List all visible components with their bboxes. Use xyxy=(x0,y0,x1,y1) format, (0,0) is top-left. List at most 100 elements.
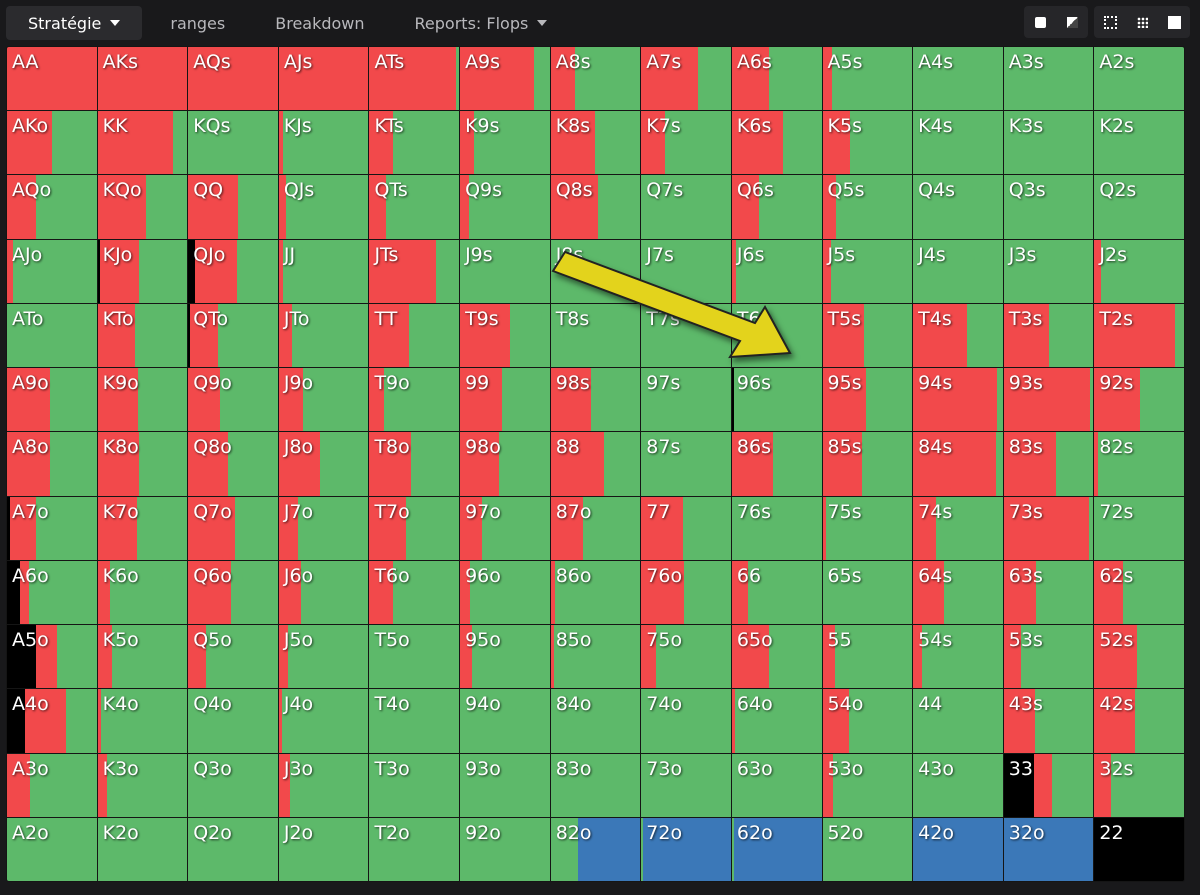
hand-cell[interactable]: Q6s xyxy=(731,175,822,239)
hand-cell[interactable]: Q5s xyxy=(822,175,913,239)
icon[interactable] xyxy=(1158,6,1190,38)
hand-cell[interactable]: K9s xyxy=(460,111,550,175)
hand-cell[interactable]: K7o xyxy=(97,496,188,560)
hand-cell[interactable]: 33 xyxy=(1003,753,1094,817)
hand-cell[interactable]: Q4o xyxy=(188,689,278,753)
hand-cell[interactable]: 84o xyxy=(550,689,641,753)
icon[interactable] xyxy=(1126,6,1158,38)
hand-cell[interactable]: J6o xyxy=(278,560,369,625)
hand-cell[interactable]: J7o xyxy=(278,496,369,560)
hand-cell[interactable]: T4s xyxy=(913,303,1003,368)
hand-cell[interactable]: 66 xyxy=(731,560,822,625)
hand-cell[interactable]: A8s xyxy=(550,47,641,111)
hand-cell[interactable]: 52s xyxy=(1094,625,1184,689)
hand-cell[interactable]: 74o xyxy=(641,689,731,753)
hand-cell[interactable]: A5s xyxy=(822,47,913,111)
hand-cell[interactable]: 96s xyxy=(731,368,822,432)
hand-cell[interactable]: QJs xyxy=(278,175,369,239)
hand-cell[interactable]: KTs xyxy=(369,111,460,175)
hand-cell[interactable]: 83o xyxy=(550,753,641,817)
hand-cell[interactable]: ATo xyxy=(7,303,97,368)
icon[interactable] xyxy=(1094,6,1126,38)
hand-cell[interactable]: 98s xyxy=(550,368,641,432)
hand-cell[interactable]: 42o xyxy=(913,817,1003,881)
hand-cell[interactable]: 53o xyxy=(822,753,913,817)
hand-cell[interactable]: 92o xyxy=(460,817,550,881)
hand-cell[interactable]: T4o xyxy=(369,689,460,753)
hand-cell[interactable]: A8o xyxy=(7,432,97,496)
hand-cell[interactable]: 72s xyxy=(1094,496,1184,560)
tab[interactable]: Breakdown xyxy=(253,6,386,40)
hand-cell[interactable]: 73o xyxy=(641,753,731,817)
hand-cell[interactable]: T8o xyxy=(369,432,460,496)
hand-cell[interactable]: TT xyxy=(369,303,460,368)
hand-cell[interactable]: 64s xyxy=(913,560,1003,625)
hand-cell[interactable]: 76o xyxy=(641,560,731,625)
tab[interactable]: Reports: Flops xyxy=(393,6,570,40)
hand-cell[interactable]: 32s xyxy=(1094,753,1184,817)
icon[interactable] xyxy=(1024,6,1056,38)
hand-cell[interactable]: K5o xyxy=(97,625,188,689)
hand-cell[interactable]: A9s xyxy=(460,47,550,111)
hand-cell[interactable]: 93o xyxy=(460,753,550,817)
hand-cell[interactable]: JJ xyxy=(278,239,369,303)
hand-cell[interactable]: K9o xyxy=(97,368,188,432)
hand-cell[interactable]: A7s xyxy=(641,47,731,111)
hand-cell[interactable]: ATs xyxy=(369,47,460,111)
hand-cell[interactable]: 74s xyxy=(913,496,1003,560)
hand-cell[interactable]: 43o xyxy=(913,753,1003,817)
hand-cell[interactable]: A3s xyxy=(1003,47,1094,111)
hand-cell[interactable]: K6o xyxy=(97,560,188,625)
hand-cell[interactable]: 85s xyxy=(822,432,913,496)
hand-cell[interactable]: 92s xyxy=(1094,368,1184,432)
hand-cell[interactable]: K8o xyxy=(97,432,188,496)
hand-cell[interactable]: J8o xyxy=(278,432,369,496)
hand-cell[interactable]: 83s xyxy=(1003,432,1094,496)
hand-cell[interactable]: A6o xyxy=(7,560,97,625)
hand-cell[interactable]: Q3s xyxy=(1003,175,1094,239)
hand-cell[interactable]: 95o xyxy=(460,625,550,689)
hand-cell[interactable]: JTo xyxy=(278,303,369,368)
hand-cell[interactable]: 65o xyxy=(731,625,822,689)
hand-cell[interactable]: K4s xyxy=(913,111,1003,175)
hand-cell[interactable]: T5o xyxy=(369,625,460,689)
hand-cell[interactable]: A6s xyxy=(731,47,822,111)
hand-cell[interactable]: J4s xyxy=(913,239,1003,303)
hand-cell[interactable]: 96o xyxy=(460,560,550,625)
hand-cell[interactable]: 99 xyxy=(460,368,550,432)
hand-cell[interactable]: KTo xyxy=(97,303,188,368)
hand-cell[interactable]: 32o xyxy=(1003,817,1094,881)
hand-cell[interactable]: T8s xyxy=(550,303,641,368)
hand-cell[interactable]: 62s xyxy=(1094,560,1184,625)
hand-cell[interactable]: 52o xyxy=(822,817,913,881)
hand-cell[interactable]: QQ xyxy=(188,175,278,239)
hand-cell[interactable]: KQs xyxy=(188,111,278,175)
hand-cell[interactable]: 65s xyxy=(822,560,913,625)
hand-cell[interactable]: A3o xyxy=(7,753,97,817)
hand-cell[interactable]: J2o xyxy=(278,817,369,881)
hand-cell[interactable]: K3o xyxy=(97,753,188,817)
hand-cell[interactable]: J6s xyxy=(731,239,822,303)
hand-cell[interactable]: J5o xyxy=(278,625,369,689)
hand-cell[interactable]: 54s xyxy=(913,625,1003,689)
hand-cell[interactable]: K2s xyxy=(1094,111,1184,175)
hand-cell[interactable]: T3s xyxy=(1003,303,1094,368)
hand-cell[interactable]: Q6o xyxy=(188,560,278,625)
hand-cell[interactable]: AA xyxy=(7,47,97,111)
hand-cell[interactable]: Q9o xyxy=(188,368,278,432)
hand-cell[interactable]: K5s xyxy=(822,111,913,175)
hand-cell[interactable]: 86o xyxy=(550,560,641,625)
hand-cell[interactable]: QTs xyxy=(369,175,460,239)
hand-cell[interactable]: AQo xyxy=(7,175,97,239)
hand-cell[interactable]: J3o xyxy=(278,753,369,817)
hand-cell[interactable]: A5o xyxy=(7,625,97,689)
hand-cell[interactable]: 87o xyxy=(550,496,641,560)
hand-cell[interactable]: T9s xyxy=(460,303,550,368)
hand-cell[interactable]: Q4s xyxy=(913,175,1003,239)
hand-cell[interactable]: 82s xyxy=(1094,432,1184,496)
hand-cell[interactable]: 95s xyxy=(822,368,913,432)
hand-cell[interactable]: 93s xyxy=(1003,368,1094,432)
hand-cell[interactable]: 64o xyxy=(731,689,822,753)
hand-cell[interactable]: 82o xyxy=(550,817,641,881)
hand-cell[interactable]: 54o xyxy=(822,689,913,753)
